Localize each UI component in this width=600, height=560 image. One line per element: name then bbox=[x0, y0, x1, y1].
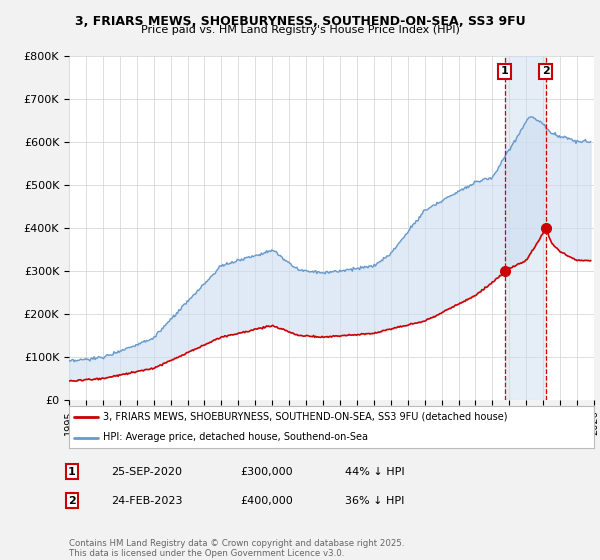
Text: 24-FEB-2023: 24-FEB-2023 bbox=[111, 496, 182, 506]
Text: 3, FRIARS MEWS, SHOEBURYNESS, SOUTHEND-ON-SEA, SS3 9FU (detached house): 3, FRIARS MEWS, SHOEBURYNESS, SOUTHEND-O… bbox=[103, 412, 508, 422]
Text: Price paid vs. HM Land Registry's House Price Index (HPI): Price paid vs. HM Land Registry's House … bbox=[140, 25, 460, 35]
Bar bbox=[505, 56, 546, 400]
Text: £300,000: £300,000 bbox=[240, 466, 293, 477]
Text: 36% ↓ HPI: 36% ↓ HPI bbox=[345, 496, 404, 506]
Text: 3, FRIARS MEWS, SHOEBURYNESS, SOUTHEND-ON-SEA, SS3 9FU: 3, FRIARS MEWS, SHOEBURYNESS, SOUTHEND-O… bbox=[74, 15, 526, 27]
Text: 25-SEP-2020: 25-SEP-2020 bbox=[111, 466, 182, 477]
Text: Contains HM Land Registry data © Crown copyright and database right 2025.
This d: Contains HM Land Registry data © Crown c… bbox=[69, 539, 404, 558]
Text: 44% ↓ HPI: 44% ↓ HPI bbox=[345, 466, 404, 477]
Text: 2: 2 bbox=[542, 66, 550, 76]
Text: 2: 2 bbox=[68, 496, 76, 506]
Text: 1: 1 bbox=[68, 466, 76, 477]
Text: £400,000: £400,000 bbox=[240, 496, 293, 506]
Text: HPI: Average price, detached house, Southend-on-Sea: HPI: Average price, detached house, Sout… bbox=[103, 432, 368, 442]
Text: 1: 1 bbox=[501, 66, 509, 76]
